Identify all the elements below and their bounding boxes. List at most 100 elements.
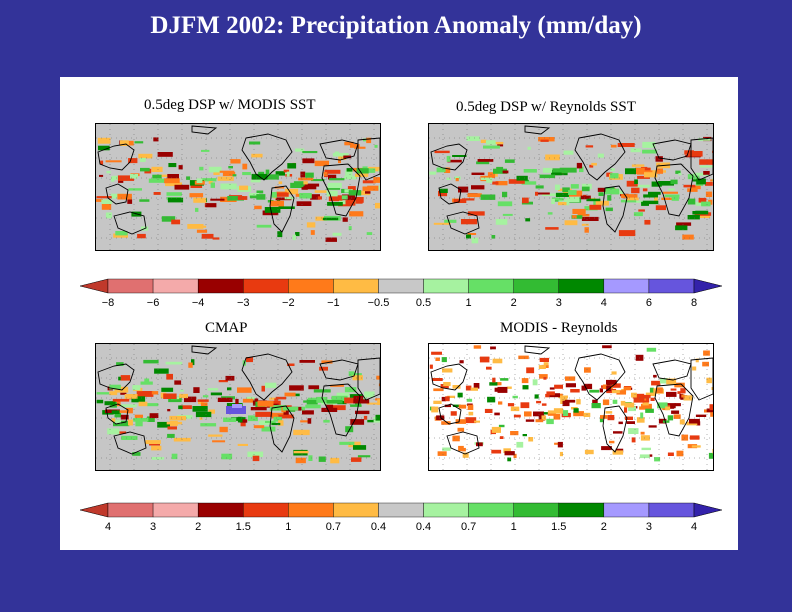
anomaly-cell [347, 186, 356, 191]
anomaly-cell [626, 421, 635, 424]
anomaly-cell [642, 200, 659, 205]
anomaly-cell [293, 181, 304, 188]
anomaly-cell [431, 378, 443, 381]
anomaly-cell [217, 397, 233, 402]
anomaly-cell [597, 153, 604, 158]
anomaly-cell [110, 193, 124, 199]
anomaly-cell [541, 415, 547, 421]
anomaly-cell [230, 159, 241, 164]
colorbar-box [378, 502, 424, 518]
anomaly-cell [584, 367, 591, 373]
colorbar-tick-label: 1 [511, 521, 517, 533]
anomaly-cell [212, 237, 220, 240]
anomaly-cell [545, 227, 559, 230]
anomaly-cell [616, 390, 626, 395]
coastline [241, 353, 293, 401]
anomaly-cell [539, 174, 556, 179]
map-reynolds-sst [428, 123, 714, 251]
anomaly-cell [242, 398, 254, 403]
coastline [113, 431, 147, 455]
anomaly-cell [151, 457, 162, 460]
colorbar-tick-label: 4 [105, 521, 111, 533]
anomaly-cell [140, 381, 153, 385]
colorbar-box [423, 278, 469, 294]
anomaly-cell [199, 166, 204, 171]
anomaly-cell [377, 399, 380, 405]
colorbar-tick-label: 2 [601, 521, 607, 533]
anomaly-cell [513, 414, 521, 418]
anomaly-cell [330, 384, 344, 387]
anomaly-cell [506, 386, 512, 389]
anomaly-cell [543, 377, 547, 380]
anomaly-cell [306, 399, 318, 405]
anomaly-cell [353, 395, 364, 402]
anomaly-cell [235, 398, 239, 405]
anomaly-cell [609, 440, 615, 444]
anomaly-cell [250, 179, 261, 183]
anomaly-cell [539, 374, 548, 379]
anomaly-cell [547, 212, 553, 215]
anomaly-cell [676, 222, 692, 226]
anomaly-cell [458, 186, 469, 193]
coastline [654, 163, 694, 217]
anomaly-cell [523, 169, 537, 173]
anomaly-cell [480, 139, 487, 143]
anomaly-cell [702, 361, 709, 367]
anomaly-cell [228, 166, 233, 169]
anomaly-cell [242, 172, 251, 176]
anomaly-cell [138, 401, 148, 407]
coastline [652, 139, 692, 161]
anomaly-cell [310, 230, 315, 235]
anomaly-cell [191, 359, 195, 366]
anomaly-cell [353, 445, 367, 450]
anomaly-cell [118, 180, 124, 183]
anomaly-cell [468, 411, 474, 416]
anomaly-cell [292, 234, 296, 241]
colorbar-tick-label: 1 [466, 297, 472, 309]
anomaly-cell [357, 455, 371, 458]
anomaly-cell [461, 219, 478, 225]
anomaly-cell [109, 384, 121, 390]
anomaly-cell [278, 206, 295, 209]
anomaly-cell [535, 192, 550, 195]
colorbar-tick-label: −2 [282, 297, 295, 309]
anomaly-cell [682, 234, 694, 240]
anomaly-cell [552, 172, 562, 176]
anomaly-cell [687, 215, 700, 220]
anomaly-cell [147, 403, 159, 407]
anomaly-cell [521, 181, 537, 185]
anomaly-cell [605, 187, 615, 190]
anomaly-cell [679, 419, 685, 425]
anomaly-cell [327, 202, 343, 206]
anomaly-cell [302, 158, 315, 164]
anomaly-cell [631, 437, 636, 443]
coastline [438, 183, 462, 205]
anomaly-cell [495, 219, 508, 225]
anomaly-cell [495, 181, 508, 186]
anomaly-cell [589, 204, 602, 210]
anomaly-cell [470, 387, 478, 391]
anomaly-cell [296, 201, 312, 206]
coastline [438, 403, 462, 425]
anomaly-cell [490, 346, 496, 350]
anomaly-cell [692, 366, 697, 371]
anomaly-cell [710, 412, 713, 417]
colorbar-tick-label: 1.5 [236, 521, 251, 533]
anomaly-cell [168, 396, 182, 403]
anomaly-cell [692, 179, 698, 182]
colorbar-box [107, 502, 154, 518]
anomaly-cell [113, 420, 130, 427]
anomaly-cell [559, 167, 577, 173]
coastline [241, 133, 293, 181]
coastline [430, 143, 468, 171]
anomaly-cell [502, 191, 508, 198]
anomaly-cell [212, 440, 226, 443]
anomaly-cell [355, 173, 369, 177]
anomaly-cell [620, 199, 637, 203]
anomaly-cell [346, 168, 353, 172]
anomaly-cell [269, 405, 287, 411]
anomaly-cell [579, 166, 584, 173]
anomaly-cell [249, 141, 261, 145]
anomaly-cell [348, 441, 361, 448]
anomaly-cell [542, 167, 553, 173]
